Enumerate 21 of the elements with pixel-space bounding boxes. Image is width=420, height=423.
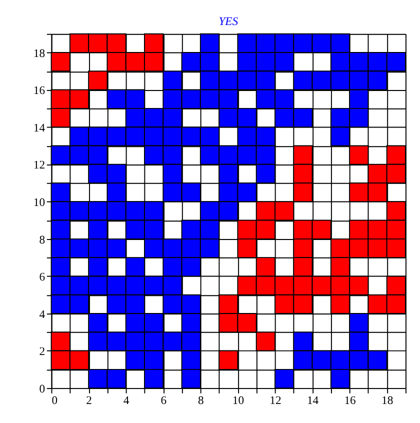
y-tick-label: 0 xyxy=(39,382,46,396)
x-tick-label: 18 xyxy=(382,394,394,408)
y-tick-label: 16 xyxy=(33,84,46,98)
y-tick-label: 8 xyxy=(39,233,46,246)
x-tick-label: 6 xyxy=(160,394,167,408)
y-tick-label: 18 xyxy=(33,46,46,60)
y-tick-label: 2 xyxy=(39,345,46,358)
chart-title: YES xyxy=(218,15,238,28)
y-tick-label: 6 xyxy=(39,270,46,284)
y-tick-label: 12 xyxy=(33,158,46,172)
y-tick-label: 4 xyxy=(39,308,46,321)
x-tick-label: 8 xyxy=(198,394,204,408)
y-tick-label: 14 xyxy=(33,121,46,134)
x-tick-label: 4 xyxy=(123,394,130,408)
y-tick-label: 10 xyxy=(33,196,46,209)
x-tick-label: 0 xyxy=(52,394,58,408)
x-tick-label: 2 xyxy=(86,394,92,408)
x-tick-label: 10 xyxy=(232,394,244,408)
x-tick-label: 12 xyxy=(270,394,282,408)
x-tick-label: 14 xyxy=(306,394,319,408)
x-tick-label: 16 xyxy=(344,394,356,408)
